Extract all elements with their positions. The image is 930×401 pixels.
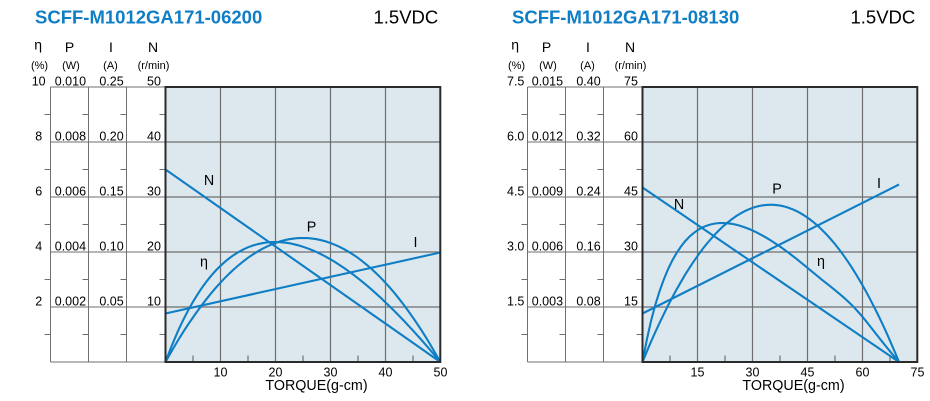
svg-text:(%): (%) [31,60,48,72]
svg-text:SCFF-M1012GA171-06200: SCFF-M1012GA171-06200 [35,7,262,28]
svg-text:2: 2 [35,295,42,309]
svg-text:(r/min): (r/min) [138,60,170,72]
svg-text:6.0: 6.0 [507,130,524,144]
svg-text:45: 45 [624,185,638,199]
svg-text:7.5: 7.5 [507,75,524,89]
svg-text:0.009: 0.009 [532,185,563,199]
svg-text:30: 30 [746,366,760,380]
svg-text:10: 10 [32,75,46,89]
svg-text:(A): (A) [580,60,595,72]
svg-text:1.5VDC: 1.5VDC [851,7,916,28]
svg-text:3.0: 3.0 [507,240,524,254]
svg-text:TORQUE(g-cm): TORQUE(g-cm) [742,378,844,394]
svg-text:(W): (W) [62,60,80,72]
svg-text:30: 30 [624,240,638,254]
svg-text:4.5: 4.5 [507,185,524,199]
svg-text:η: η [200,255,208,271]
svg-text:0.05: 0.05 [99,295,123,309]
svg-text:6: 6 [35,185,42,199]
svg-text:0.002: 0.002 [55,295,86,309]
svg-text:1.5VDC: 1.5VDC [374,7,439,28]
svg-text:0.20: 0.20 [99,130,123,144]
svg-text:0.004: 0.004 [55,240,86,254]
svg-text:0.10: 0.10 [99,240,123,254]
svg-text:40: 40 [379,366,393,380]
svg-text:0.008: 0.008 [55,130,86,144]
svg-text:45: 45 [801,366,815,380]
svg-text:I: I [586,39,590,55]
svg-text:75: 75 [911,366,925,380]
svg-text:15: 15 [691,366,705,380]
svg-text:50: 50 [434,366,448,380]
svg-text:(A): (A) [103,60,118,72]
svg-text:0.15: 0.15 [99,185,123,199]
svg-text:(r/min): (r/min) [615,60,647,72]
svg-text:P: P [307,220,317,236]
svg-text:0.015: 0.015 [532,75,563,89]
svg-text:8: 8 [35,130,42,144]
svg-text:0.25: 0.25 [99,75,123,89]
svg-text:N: N [625,39,635,55]
svg-text:1.5: 1.5 [507,295,524,309]
svg-text:0.006: 0.006 [532,240,563,254]
svg-text:N: N [674,197,684,213]
svg-text:75: 75 [624,75,638,89]
svg-text:4: 4 [35,240,42,254]
svg-text:0.40: 0.40 [576,75,600,89]
svg-text:I: I [877,176,881,192]
svg-text:I: I [414,235,418,251]
svg-text:TORQUE(g-cm): TORQUE(g-cm) [265,378,367,394]
svg-text:0.006: 0.006 [55,185,86,199]
svg-text:P: P [772,182,782,198]
svg-text:20: 20 [269,366,283,380]
svg-text:10: 10 [147,295,161,309]
svg-text:0.16: 0.16 [576,240,600,254]
svg-text:15: 15 [624,295,638,309]
svg-text:P: P [542,39,551,55]
svg-text:30: 30 [147,185,161,199]
svg-text:(W): (W) [539,60,557,72]
svg-text:0.08: 0.08 [576,295,600,309]
svg-text:P: P [65,39,74,55]
svg-text:I: I [109,39,113,55]
svg-text:0.010: 0.010 [55,75,86,89]
svg-text:20: 20 [147,240,161,254]
svg-text:N: N [204,173,214,189]
svg-text:η: η [817,254,825,270]
svg-text:0.003: 0.003 [532,295,563,309]
svg-text:30: 30 [324,366,338,380]
svg-text:60: 60 [856,366,870,380]
svg-text:0.012: 0.012 [532,130,563,144]
svg-text:10: 10 [214,366,228,380]
svg-text:40: 40 [147,130,161,144]
svg-text:50: 50 [147,75,161,89]
svg-text:SCFF-M1012GA171-08130: SCFF-M1012GA171-08130 [512,7,739,28]
svg-text:(%): (%) [508,60,525,72]
svg-text:N: N [148,39,158,55]
svg-text:0.32: 0.32 [576,130,600,144]
svg-text:0.24: 0.24 [576,185,600,199]
svg-text:η: η [34,37,42,53]
svg-text:η: η [511,37,519,53]
svg-text:60: 60 [624,130,638,144]
